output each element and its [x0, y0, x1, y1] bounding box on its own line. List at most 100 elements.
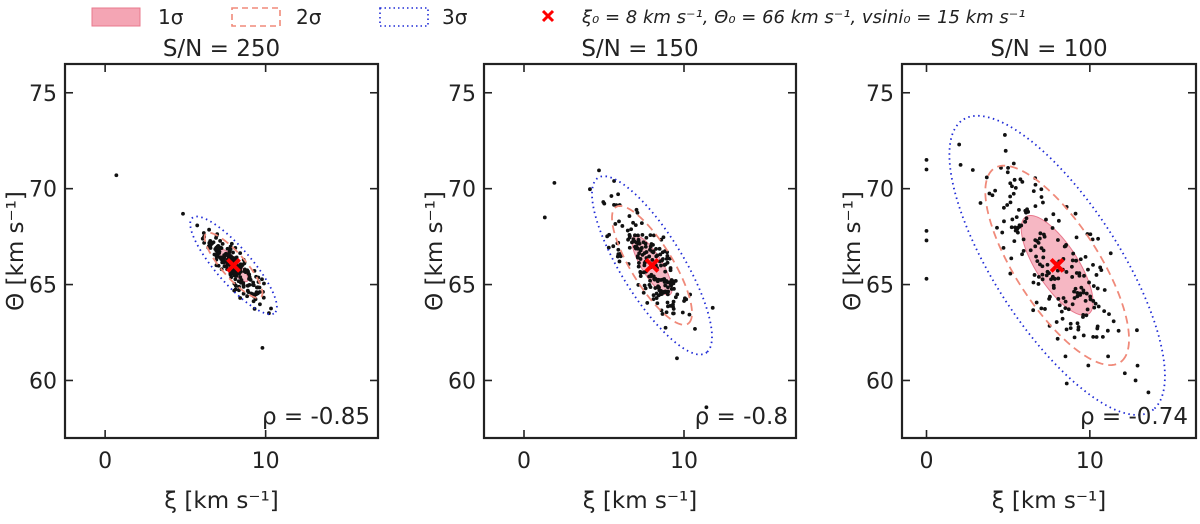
scatter-point [1010, 217, 1015, 222]
scatter-point [1068, 321, 1073, 326]
x-axis-label: ξ [km s⁻¹] [164, 488, 278, 514]
scatter-point [1040, 272, 1045, 277]
scatter-point [1024, 210, 1028, 215]
scatter-point [195, 223, 200, 228]
scatter-point [625, 228, 630, 233]
legend-2sigma-swatch [231, 7, 281, 27]
scatter-point [1071, 251, 1076, 256]
scatter-point [629, 227, 634, 232]
scatter-point [1085, 307, 1090, 312]
scatter-point [1084, 291, 1089, 296]
scatter-point [978, 201, 983, 205]
scatter-point [254, 290, 259, 294]
scatter-point [114, 173, 119, 178]
scatter-point [231, 250, 235, 255]
y-tick-label: 70 [29, 178, 57, 203]
scatter-point [660, 312, 665, 316]
scatter-point [1064, 327, 1069, 332]
plot-frame [482, 62, 798, 440]
scatter-point [611, 244, 616, 249]
y-tick-label: 75 [866, 82, 894, 107]
scatter-point [1095, 326, 1100, 331]
scatter-point [648, 274, 653, 279]
scatter-point [1091, 334, 1096, 339]
scatter-point [1045, 269, 1050, 274]
scatter-point [662, 277, 667, 281]
scatter-point [661, 235, 666, 240]
scatter-point [656, 293, 661, 298]
scatter-point [609, 194, 614, 198]
scatter-point [648, 244, 653, 249]
scatter-point [655, 301, 660, 306]
scatter-point [257, 290, 262, 294]
scatter-point [241, 291, 246, 296]
scatter-point [654, 247, 658, 251]
sigma3-ellipse [948, 114, 1166, 416]
plot-frame [63, 62, 380, 440]
scatter-point [218, 239, 223, 243]
scatter-point [1063, 244, 1068, 248]
scatter-point [1096, 304, 1101, 309]
legend-truth-label: ξ₀ = 8 km s⁻¹, Θ₀ = 66 km s⁻¹, vsini₀ = … [581, 7, 1026, 28]
y-tick-label: 65 [29, 274, 57, 299]
panel-title: S/N = 100 [990, 36, 1107, 62]
scatter-point [643, 241, 648, 246]
scatter-point [1008, 194, 1013, 199]
scatter-point [1078, 257, 1083, 262]
panel-title: S/N = 150 [581, 36, 698, 62]
scatter-point [1020, 179, 1025, 184]
scatter-point [682, 299, 686, 303]
scatter-point [225, 246, 230, 251]
scatter-point [1006, 165, 1010, 170]
scatter-point [616, 192, 621, 197]
scatter-point [627, 232, 632, 237]
y-tick-label: 70 [866, 178, 894, 203]
scatter-point [1146, 390, 1151, 395]
scatter-point [1088, 232, 1093, 237]
y-tick-label: 65 [448, 274, 476, 299]
scatter-point [1028, 248, 1033, 253]
scatter-point [1105, 328, 1110, 333]
scatter-point [220, 241, 225, 246]
scatter-point [1031, 189, 1036, 194]
x-axis-label: ξ [km s⁻¹] [583, 488, 697, 514]
scatter-point [637, 251, 642, 256]
scatter-point [1039, 195, 1044, 199]
scatter-point [605, 234, 610, 239]
scatter-point [1008, 200, 1013, 205]
scatter-point [1038, 231, 1043, 236]
scatter-point [1082, 273, 1086, 278]
scatter-point [211, 240, 216, 245]
scatter-point [633, 223, 638, 228]
scatter-point [638, 271, 643, 275]
legend-1sigma-swatch [91, 7, 141, 27]
scatter-point [1135, 328, 1139, 333]
scatter-point [1088, 297, 1093, 302]
scatter-point [1010, 184, 1014, 189]
scatter-point [1005, 170, 1010, 175]
scatter-point [958, 162, 963, 167]
x-tick-label: 10 [670, 449, 698, 474]
scatter-point [1037, 236, 1042, 241]
scatter-point [1032, 273, 1037, 277]
scatter-point [1095, 286, 1100, 291]
scatter-point [1108, 251, 1113, 256]
scatter-point [640, 232, 645, 237]
truth-marker [1049, 257, 1065, 273]
scatter-point [642, 283, 647, 288]
scatter-point [1031, 280, 1036, 285]
scatter-point [1033, 238, 1038, 243]
scatter-point [666, 285, 670, 290]
scatter-point [993, 188, 998, 193]
scatter-point [260, 277, 264, 282]
scatter-point [1044, 273, 1049, 278]
scatter-point [1133, 378, 1138, 383]
legend-3sigma-swatch [379, 7, 429, 27]
scatter-point [1116, 328, 1121, 333]
scatter-point [1107, 312, 1111, 317]
scatter-point [1079, 285, 1084, 290]
scatter-point [216, 263, 221, 268]
scatter-point [1048, 294, 1052, 299]
truth-marker [226, 257, 241, 273]
scatter-point [1086, 267, 1090, 272]
